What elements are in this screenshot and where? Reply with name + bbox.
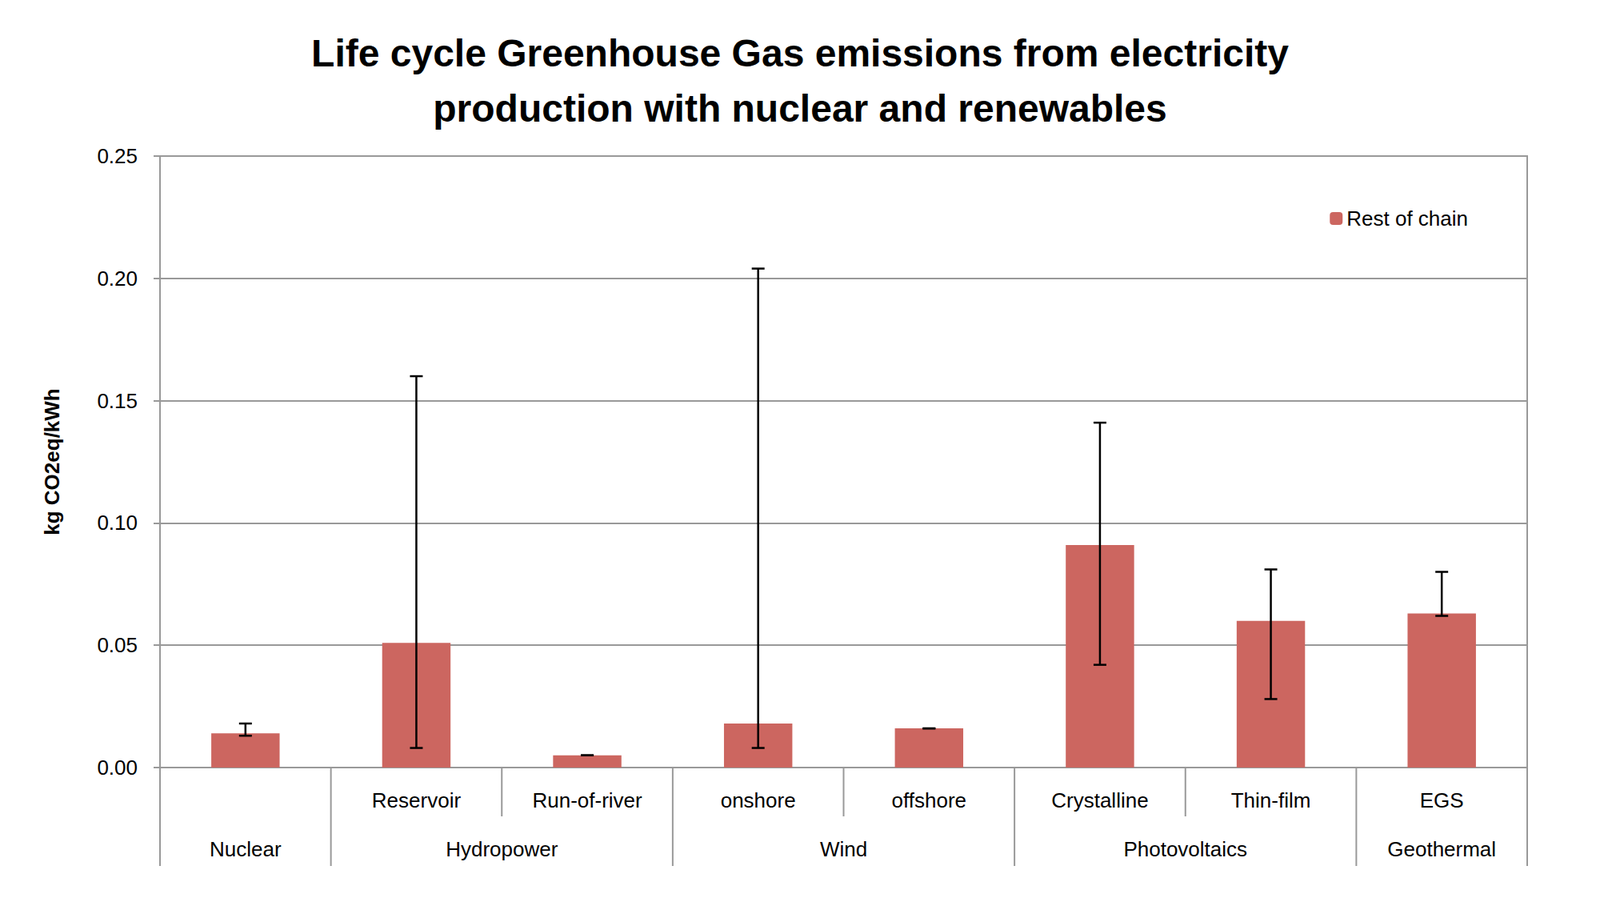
svg-text:kg CO2eq/kWh: kg CO2eq/kWh — [40, 388, 64, 535]
svg-text:0.15: 0.15 — [96, 388, 138, 413]
svg-text:Geothermal: Geothermal — [1387, 836, 1496, 861]
svg-text:Run-of-river: Run-of-river — [532, 788, 643, 812]
svg-text:Crystalline: Crystalline — [1051, 788, 1148, 812]
svg-text:Rest of chain: Rest of chain — [1346, 206, 1468, 231]
svg-text:Wind: Wind — [820, 836, 868, 861]
svg-text:Nuclear: Nuclear — [209, 836, 282, 861]
svg-text:onshore: onshore — [720, 788, 796, 812]
svg-text:0.05: 0.05 — [96, 632, 138, 657]
svg-text:Life cycle Greenhouse Gas emis: Life cycle Greenhouse Gas emissions from… — [311, 32, 1289, 75]
svg-text:Hydropower: Hydropower — [445, 836, 559, 861]
svg-text:production with nuclear and re: production with nuclear and renewables — [432, 87, 1167, 130]
svg-text:Reservoir: Reservoir — [372, 788, 462, 812]
svg-text:0.00: 0.00 — [96, 755, 138, 780]
svg-text:EGS: EGS — [1420, 788, 1464, 812]
svg-text:0.25: 0.25 — [96, 144, 138, 168]
svg-text:offshore: offshore — [892, 788, 967, 812]
svg-text:0.20: 0.20 — [96, 266, 138, 291]
svg-text:Thin-film: Thin-film — [1231, 788, 1312, 812]
svg-text:0.10: 0.10 — [96, 510, 138, 535]
svg-text:Photovoltaics: Photovoltaics — [1123, 836, 1248, 861]
